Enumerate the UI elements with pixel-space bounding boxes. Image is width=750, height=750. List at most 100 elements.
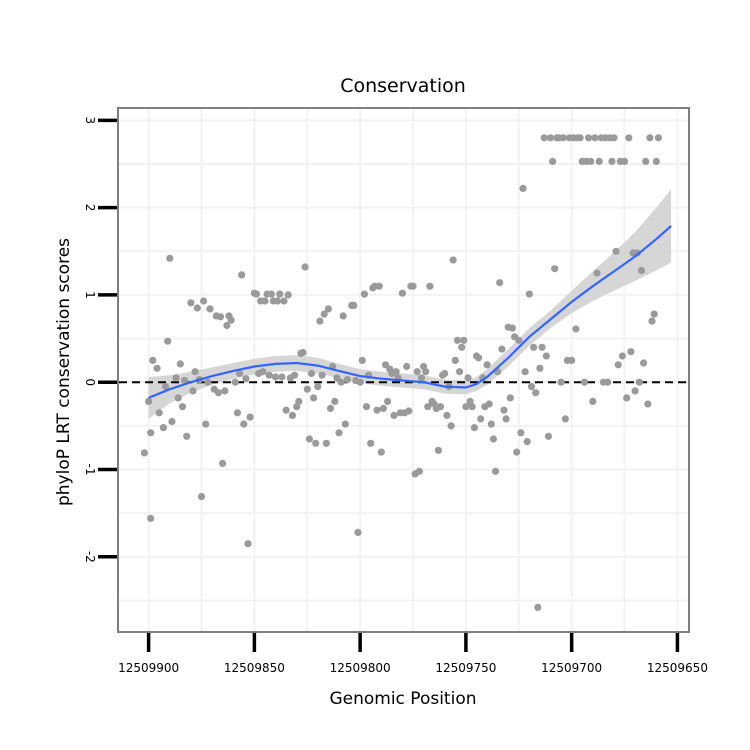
data-point <box>523 438 531 446</box>
data-point <box>413 368 421 376</box>
data-point <box>468 403 476 411</box>
data-point <box>580 378 589 386</box>
data-point <box>153 364 161 372</box>
data-point <box>595 157 603 165</box>
data-point <box>483 361 491 369</box>
y-axis-ticks: -2 -1 0 1 2 3 <box>83 116 117 563</box>
data-point <box>337 378 345 386</box>
data-point <box>362 403 371 411</box>
data-point <box>259 368 267 376</box>
data-point <box>299 348 307 357</box>
data-point <box>242 375 250 383</box>
data-point <box>240 420 248 428</box>
data-point <box>398 289 406 297</box>
x-tick-label: 12509900 <box>118 661 179 675</box>
data-point <box>271 373 280 381</box>
data-point <box>544 432 553 440</box>
x-tick-label: 12509750 <box>435 661 496 675</box>
data-point <box>447 422 455 430</box>
data-point <box>515 336 523 344</box>
data-point <box>458 343 466 351</box>
data-point <box>147 429 155 437</box>
data-point <box>551 265 559 273</box>
data-point <box>610 134 618 142</box>
data-point <box>644 400 652 408</box>
data-point <box>470 424 478 432</box>
data-point <box>183 432 191 440</box>
data-point <box>301 263 309 271</box>
data-point <box>307 369 316 378</box>
data-point <box>282 406 290 414</box>
data-point <box>204 378 212 386</box>
data-point <box>265 371 273 379</box>
data-point <box>498 345 506 353</box>
data-point <box>384 397 392 405</box>
data-point <box>627 348 635 356</box>
data-point <box>462 403 470 411</box>
data-point <box>314 383 322 391</box>
data-point <box>608 157 616 165</box>
smooth-line <box>148 225 672 399</box>
data-point <box>238 271 246 279</box>
data-point <box>422 368 430 376</box>
data-point <box>174 394 182 402</box>
data-point <box>324 305 332 313</box>
data-point <box>506 394 514 402</box>
data-point <box>415 467 423 475</box>
x-tick-label: 12509650 <box>647 661 708 675</box>
data-point <box>557 378 565 386</box>
data-point <box>261 297 269 305</box>
data-point <box>303 385 311 393</box>
data-point <box>244 540 252 548</box>
data-point <box>646 134 654 142</box>
data-point <box>652 157 660 165</box>
data-point <box>426 282 434 290</box>
data-point <box>390 411 398 419</box>
data-point <box>612 247 620 255</box>
data-point <box>339 312 347 320</box>
data-point <box>540 134 548 142</box>
data-point <box>221 387 229 395</box>
data-point <box>436 403 445 411</box>
data-point <box>508 324 516 332</box>
data-point <box>358 356 366 364</box>
data-point <box>424 403 432 411</box>
data-point <box>147 514 155 523</box>
data-point <box>233 409 242 417</box>
x-axis-ticks: 12509900 12509850 12509800 12509750 12509700… <box>118 633 708 675</box>
panel-border <box>117 107 690 633</box>
data-point <box>318 371 326 379</box>
data-point <box>214 389 222 397</box>
data-point <box>392 368 400 376</box>
data-point <box>159 424 167 432</box>
data-point <box>405 407 413 415</box>
y-tick-label: -1 <box>83 464 97 476</box>
data-point <box>181 376 189 385</box>
data-point <box>451 356 459 364</box>
y-axis-label: phyloP LRT conservation scores <box>54 238 74 506</box>
y-tick-label: 2 <box>83 204 97 212</box>
data-point <box>343 376 351 384</box>
data-point <box>591 134 599 142</box>
data-point <box>513 448 521 456</box>
x-tick-label: 12509800 <box>330 661 391 675</box>
data-point <box>267 290 275 298</box>
data-point <box>625 134 633 142</box>
data-point <box>145 397 153 405</box>
data-point <box>278 373 286 381</box>
y-tick-label: -2 <box>83 551 97 563</box>
data-point <box>356 378 364 386</box>
data-point <box>335 429 343 437</box>
data-point <box>373 406 381 414</box>
data-point <box>441 369 449 378</box>
y-tick-label: 3 <box>83 116 97 124</box>
data-point <box>288 411 296 419</box>
data-point <box>193 304 201 312</box>
data-point <box>542 352 550 360</box>
data-point <box>140 449 148 457</box>
data-point <box>654 134 663 142</box>
data-point <box>456 368 464 376</box>
data-point <box>635 378 643 386</box>
data-point <box>149 356 157 364</box>
